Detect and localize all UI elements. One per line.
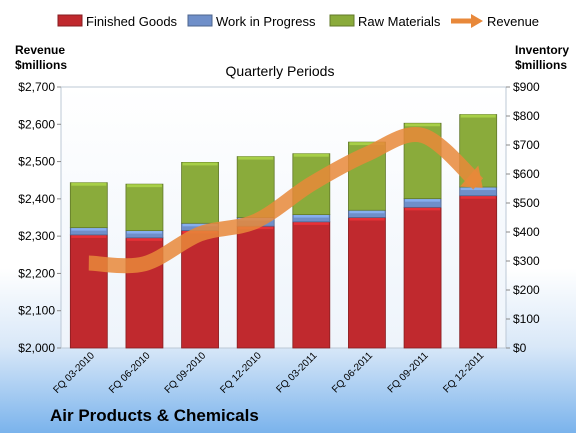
bar-highlight: [71, 227, 107, 231]
legend-label-raw-materials: Raw Materials: [358, 14, 441, 29]
bar-finished-goods: [403, 206, 442, 349]
x-tick-label: FQ 03-2010: [51, 350, 97, 396]
revenue-line-group: [88, 127, 484, 274]
left-tick-label: $2,500: [18, 155, 55, 169]
bar-finished-goods: [292, 221, 331, 349]
x-tick-label: FQ 12-2010: [218, 350, 264, 396]
bar-highlight: [460, 195, 496, 199]
bar-highlight: [349, 217, 385, 221]
bar-raw-materials: [181, 161, 219, 224]
bar-highlight: [293, 221, 329, 225]
bar-raw-materials: [125, 183, 164, 231]
bar-highlight: [405, 207, 441, 211]
x-tick-label: FQ 06-2010: [107, 350, 153, 396]
right-axis-title-line2: $millions: [515, 58, 567, 72]
right-tick-label: $800: [513, 109, 540, 123]
left-axis-title-line2: $millions: [15, 58, 67, 72]
bar-finished-goods: [69, 234, 108, 349]
right-tick-label: $500: [513, 196, 540, 210]
bar-highlight: [405, 123, 441, 127]
left-tick-label: $2,100: [18, 304, 55, 318]
left-axis-title-line1: Revenue: [15, 43, 65, 57]
bar-highlight: [71, 234, 107, 238]
bar-highlight: [405, 198, 441, 202]
bar-highlight: [126, 237, 162, 241]
left-tick-label: $2,600: [18, 117, 55, 131]
right-tick-label: $900: [513, 80, 540, 94]
bar-highlight: [238, 156, 274, 160]
right-tick-label: $200: [513, 283, 540, 297]
legend-swatch-raw-materials: [329, 14, 355, 27]
legend: Finished Goods Work in Progress Raw Materi…: [57, 14, 539, 29]
company-title: Air Products & Chemicals: [50, 406, 259, 425]
left-tick-label: $2,000: [18, 341, 55, 355]
x-axis: FQ 03-2010 FQ 06-2010 FQ 09-2010 FQ 12-2010…: [51, 350, 486, 396]
right-tick-label: $600: [513, 167, 540, 181]
bar-highlight: [293, 214, 329, 218]
left-axis: $2,000 $2,100 $2,200 $2,300 $2,400 $2,500 $2,6…: [18, 80, 61, 355]
right-axis: $0 $100 $200 $300 $400 $500 $600 $700 $800 $900: [506, 80, 540, 355]
left-tick-label: $2,400: [18, 192, 55, 206]
bar-highlight: [71, 182, 107, 186]
legend-label-revenue: Revenue: [487, 14, 539, 29]
right-tick-label: $400: [513, 225, 540, 239]
legend-label-finished-goods: Finished Goods: [86, 14, 178, 29]
bars: [69, 114, 498, 349]
right-tick-label: $100: [513, 312, 540, 326]
left-tick-label: $2,700: [18, 80, 55, 94]
right-tick-label: $300: [513, 254, 540, 268]
legend-label-work-in-progress: Work in Progress: [216, 14, 316, 29]
x-tick-label: FQ 09-2010: [163, 350, 209, 396]
bar-highlight: [126, 184, 162, 188]
left-tick-label: $2,300: [18, 229, 55, 243]
bar-highlight: [126, 230, 162, 234]
bar-highlight: [460, 114, 496, 118]
right-axis-title-line1: Inventory: [515, 43, 569, 57]
bar-highlight: [460, 187, 496, 191]
chart-title: Quarterly Periods: [226, 63, 335, 79]
bar-highlight: [349, 210, 385, 214]
x-tick-label: FQ 12-2011: [441, 350, 486, 395]
x-tick-label: FQ 06-2011: [330, 350, 375, 395]
bar-highlight: [293, 153, 329, 157]
bar-finished-goods: [348, 217, 386, 349]
legend-swatch-work-in-progress: [187, 14, 213, 27]
bar-finished-goods: [459, 195, 498, 349]
right-tick-label: $0: [513, 341, 527, 355]
bar-raw-materials: [69, 182, 108, 229]
bar-finished-goods: [181, 230, 219, 349]
bar-highlight: [349, 142, 385, 146]
revenue-line: [88, 127, 484, 274]
x-tick-label: FQ 09-2011: [386, 350, 431, 395]
left-tick-label: $2,200: [18, 266, 55, 280]
x-tick-label: FQ 03-2011: [274, 350, 319, 395]
right-tick-label: $700: [513, 138, 540, 152]
legend-swatch-finished-goods: [57, 14, 83, 27]
revenue-arrowhead: [459, 165, 483, 188]
bar-finished-goods: [236, 225, 275, 349]
legend-arrow-revenue: [471, 14, 483, 28]
bar-highlight: [182, 223, 218, 227]
bar-highlight: [182, 162, 218, 166]
